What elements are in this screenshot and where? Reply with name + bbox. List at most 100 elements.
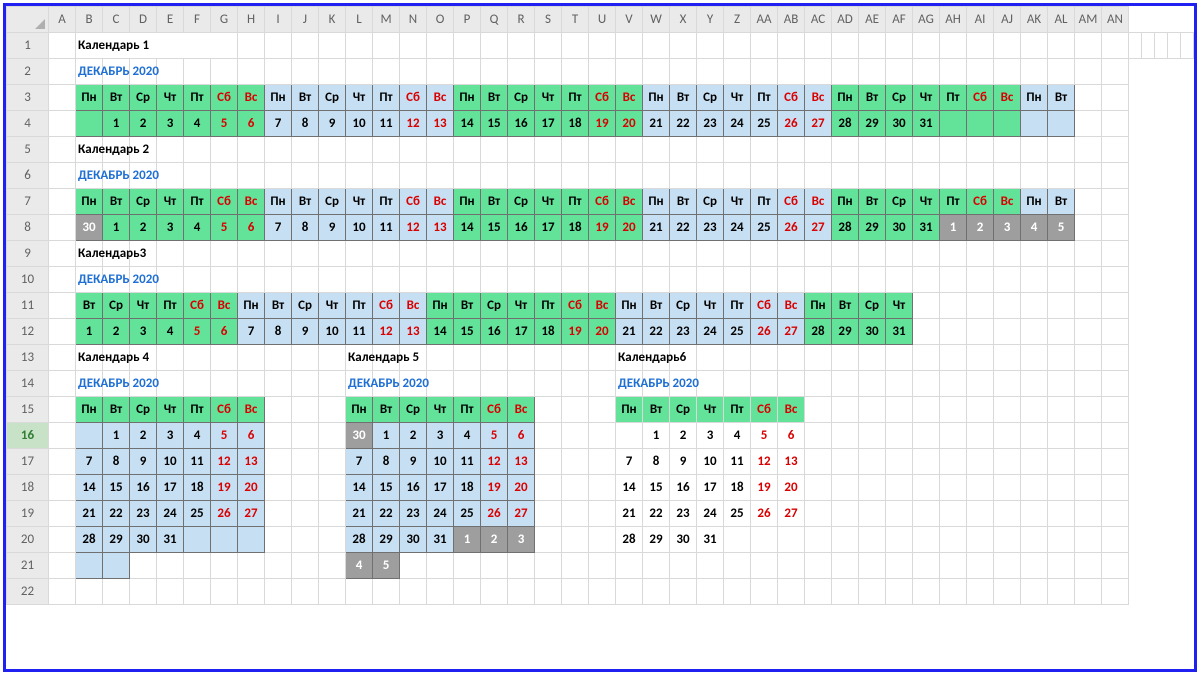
- cell[interactable]: 24: [697, 501, 724, 527]
- cell[interactable]: [157, 241, 184, 267]
- cell[interactable]: 11: [373, 111, 400, 137]
- cell[interactable]: [319, 137, 346, 163]
- cell[interactable]: [49, 319, 76, 345]
- cell[interactable]: Сб: [373, 293, 400, 319]
- cell[interactable]: [535, 449, 562, 475]
- cell[interactable]: Чт: [697, 397, 724, 423]
- cell[interactable]: Пн: [643, 189, 670, 215]
- cell[interactable]: 4: [454, 423, 481, 449]
- cell[interactable]: [859, 163, 886, 189]
- cell[interactable]: ДЕКАБРЬ 2020: [76, 59, 103, 85]
- cell[interactable]: [913, 241, 940, 267]
- cell[interactable]: [76, 423, 103, 449]
- cell[interactable]: [535, 59, 562, 85]
- cell[interactable]: [589, 163, 616, 189]
- cell[interactable]: [130, 553, 157, 579]
- cell[interactable]: Вс: [589, 293, 616, 319]
- cell[interactable]: Вт: [1048, 189, 1075, 215]
- cell[interactable]: ДЕКАБРЬ 2020: [76, 163, 103, 189]
- cell[interactable]: [1129, 33, 1142, 59]
- cell[interactable]: [562, 501, 589, 527]
- col-header[interactable]: F: [184, 7, 211, 33]
- cell[interactable]: [724, 267, 751, 293]
- cell[interactable]: 25: [454, 501, 481, 527]
- cell[interactable]: Пт: [157, 293, 184, 319]
- cell[interactable]: [994, 475, 1021, 501]
- cell[interactable]: [454, 163, 481, 189]
- cell[interactable]: [589, 33, 616, 59]
- cell[interactable]: Пт: [535, 293, 562, 319]
- col-header[interactable]: Z: [724, 7, 751, 33]
- cell[interactable]: [913, 553, 940, 579]
- cell[interactable]: [751, 33, 778, 59]
- cell[interactable]: [1102, 345, 1129, 371]
- cell[interactable]: [49, 137, 76, 163]
- cell[interactable]: [697, 163, 724, 189]
- cell[interactable]: Сб: [778, 189, 805, 215]
- cell[interactable]: [832, 371, 859, 397]
- cell[interactable]: Вт: [670, 189, 697, 215]
- cell[interactable]: [508, 59, 535, 85]
- cell[interactable]: [1048, 137, 1075, 163]
- cell[interactable]: 19: [562, 319, 589, 345]
- row-header[interactable]: 8: [7, 215, 49, 241]
- col-header[interactable]: O: [427, 7, 454, 33]
- cell[interactable]: Сб: [400, 189, 427, 215]
- cell[interactable]: Вс: [238, 189, 265, 215]
- cell[interactable]: 5: [373, 553, 400, 579]
- cell[interactable]: [562, 527, 589, 553]
- cell[interactable]: [211, 371, 238, 397]
- cell[interactable]: [1075, 579, 1102, 605]
- cell[interactable]: Сб: [751, 397, 778, 423]
- cell[interactable]: [832, 163, 859, 189]
- cell[interactable]: [1102, 215, 1129, 241]
- cell[interactable]: 12: [481, 449, 508, 475]
- cell[interactable]: [724, 553, 751, 579]
- cell[interactable]: [1102, 33, 1129, 59]
- cell[interactable]: [913, 33, 940, 59]
- cell[interactable]: [1075, 501, 1102, 527]
- cell[interactable]: Пн: [643, 85, 670, 111]
- cell[interactable]: [778, 137, 805, 163]
- cell[interactable]: [697, 371, 724, 397]
- cell[interactable]: [859, 475, 886, 501]
- cell[interactable]: [1075, 111, 1102, 137]
- cell[interactable]: [778, 579, 805, 605]
- cell[interactable]: [292, 579, 319, 605]
- cell[interactable]: [1075, 449, 1102, 475]
- cell[interactable]: 10: [427, 449, 454, 475]
- col-header[interactable]: AK: [1021, 7, 1048, 33]
- cell[interactable]: Пн: [238, 293, 265, 319]
- cell[interactable]: 18: [454, 475, 481, 501]
- col-header[interactable]: AE: [859, 7, 886, 33]
- cell[interactable]: [184, 527, 211, 553]
- cell[interactable]: [1102, 579, 1129, 605]
- cell[interactable]: [211, 137, 238, 163]
- cell[interactable]: 15: [454, 319, 481, 345]
- cell[interactable]: Пн: [76, 189, 103, 215]
- cell[interactable]: Чт: [319, 293, 346, 319]
- cell[interactable]: [1075, 163, 1102, 189]
- cell[interactable]: [886, 33, 913, 59]
- cell[interactable]: [724, 241, 751, 267]
- cell[interactable]: 28: [832, 215, 859, 241]
- cell[interactable]: [751, 163, 778, 189]
- cell[interactable]: [535, 501, 562, 527]
- cell[interactable]: Ср: [319, 85, 346, 111]
- col-header[interactable]: R: [508, 7, 535, 33]
- cell[interactable]: [751, 371, 778, 397]
- cell[interactable]: [49, 59, 76, 85]
- cell[interactable]: [265, 267, 292, 293]
- cell[interactable]: Вс: [427, 85, 454, 111]
- cell[interactable]: [805, 527, 832, 553]
- cell[interactable]: [1075, 85, 1102, 111]
- cell[interactable]: [1021, 449, 1048, 475]
- cell[interactable]: Вт: [265, 293, 292, 319]
- cell[interactable]: [805, 267, 832, 293]
- cell[interactable]: [319, 33, 346, 59]
- cell[interactable]: 5: [211, 215, 238, 241]
- cell[interactable]: Вт: [292, 85, 319, 111]
- cell[interactable]: [157, 371, 184, 397]
- cell[interactable]: [751, 267, 778, 293]
- cell[interactable]: [1048, 241, 1075, 267]
